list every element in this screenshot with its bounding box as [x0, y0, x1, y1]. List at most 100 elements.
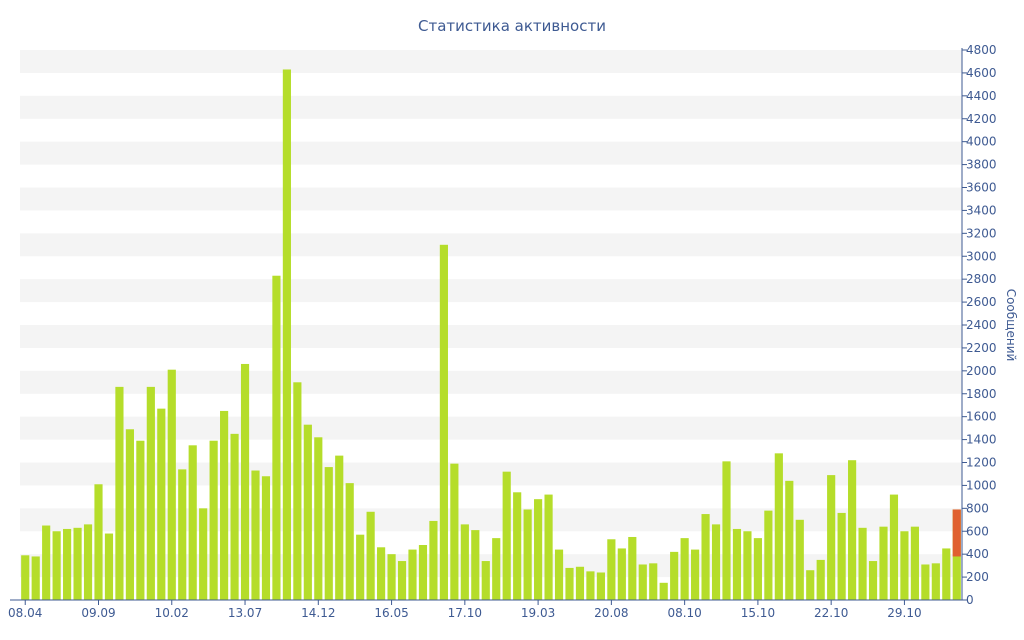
grid-band [20, 233, 962, 257]
bar [397, 561, 407, 600]
grid-bands [20, 50, 962, 578]
x-tick-label: 17.10 [448, 606, 482, 620]
bar [774, 453, 783, 600]
bar [199, 508, 208, 600]
x-tick-label: 20.08 [594, 606, 628, 620]
bar [795, 519, 804, 600]
y-tick-label: 3200 [966, 226, 997, 240]
bar [544, 494, 553, 600]
y-tick-label: 3600 [966, 181, 997, 195]
bar [670, 551, 679, 600]
bar [104, 533, 114, 600]
y-tick-label: 3400 [966, 203, 997, 217]
bar [680, 538, 689, 600]
y-tick-label: 800 [966, 501, 989, 515]
x-tick-label: 08.04 [8, 606, 42, 620]
x-tick-label: 10.02 [155, 606, 189, 620]
y-tick-label: 2000 [966, 364, 997, 378]
bar [481, 561, 490, 600]
y-tick-label: 200 [966, 570, 989, 584]
y-tick-label: 1400 [966, 433, 997, 447]
bar [178, 469, 187, 600]
bar [523, 509, 532, 600]
axes-group: 0 200 400 600 800 1000 1200 1400 1600 1800 2000 220… [8, 43, 996, 620]
bar [377, 547, 386, 600]
bar [722, 461, 731, 600]
bar [418, 545, 428, 600]
x-tick-label: 13.07 [228, 606, 262, 620]
y-tick-label: 4600 [966, 66, 997, 80]
bar [931, 563, 940, 600]
bar [230, 433, 239, 600]
bar [73, 527, 82, 600]
grid-band [20, 50, 962, 73]
x-tick-label: 14.12 [301, 606, 335, 620]
x-tick-label: 19.03 [521, 606, 555, 620]
bar [439, 244, 448, 600]
bar [554, 549, 564, 600]
bar [115, 386, 124, 600]
bar [188, 445, 197, 600]
grid-band [20, 279, 962, 303]
y-tick-label: 2200 [966, 341, 997, 355]
bar [816, 559, 825, 600]
bar [324, 467, 333, 600]
bar [146, 386, 155, 600]
bar [303, 424, 312, 600]
bar [638, 564, 647, 600]
bar [209, 440, 218, 600]
bar [314, 437, 323, 600]
bar [732, 528, 742, 600]
bar [858, 527, 867, 600]
bar [711, 524, 721, 600]
bar [261, 476, 271, 600]
bar [293, 382, 302, 600]
bar [167, 369, 176, 600]
bars-group [21, 69, 961, 600]
bar [764, 510, 773, 600]
bar [879, 526, 888, 600]
bar [837, 512, 846, 600]
bar [691, 549, 700, 600]
bar [272, 275, 281, 600]
y-tick-label: 2800 [966, 272, 997, 286]
bar [921, 564, 930, 600]
y-tick-label: 2400 [966, 318, 997, 332]
bar [31, 556, 40, 600]
y-tick-label: 4800 [966, 43, 997, 57]
bar [52, 531, 61, 600]
bar [21, 555, 30, 600]
bar [628, 536, 637, 600]
bar [743, 531, 752, 600]
bar [157, 408, 166, 600]
y-tick-label: 3800 [966, 158, 997, 172]
x-tick-label: 08.10 [667, 606, 701, 620]
grid-band [20, 416, 962, 440]
bar [408, 549, 417, 600]
bar [460, 524, 469, 600]
y-tick-label: 3000 [966, 249, 997, 263]
grid-band [20, 187, 962, 211]
bar [345, 483, 354, 600]
bar [240, 363, 250, 600]
y-tick-label: 2600 [966, 295, 997, 309]
bar [136, 440, 145, 600]
bar [607, 539, 616, 600]
bar [63, 528, 72, 600]
bar [942, 548, 951, 600]
bar [356, 534, 365, 600]
y-tick-label: 1600 [966, 410, 997, 424]
grid-band [20, 95, 962, 119]
bar [429, 520, 438, 600]
bar [42, 525, 51, 600]
y-tick-label: 400 [966, 547, 989, 561]
y-tick-label: 4000 [966, 135, 997, 149]
bar [366, 511, 375, 600]
bar [806, 570, 815, 600]
bar [848, 460, 857, 600]
bar [125, 429, 134, 600]
y-tick-label: 4400 [966, 89, 997, 103]
bar [753, 538, 762, 600]
